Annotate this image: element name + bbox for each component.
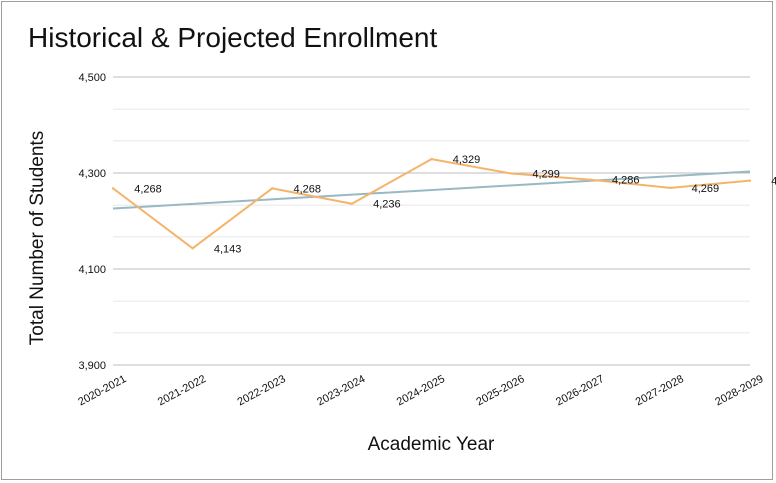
data-label: 4,236 — [373, 199, 401, 211]
data-point — [509, 172, 513, 175]
data-label: 4,299 — [532, 168, 560, 180]
x-tick-label: 2024-2025 — [395, 373, 447, 408]
y-axis-ticks: 3,900 4,100 4,300 4,500 — [78, 72, 106, 372]
data-point — [748, 179, 752, 182]
x-tick-label: 2026-2027 — [554, 373, 606, 408]
data-point — [669, 186, 672, 190]
data-point — [271, 187, 274, 190]
y-tick-label: 4,100 — [78, 264, 106, 276]
y-tick-label: 4,500 — [78, 72, 106, 84]
data-point — [111, 187, 115, 190]
x-tick-label: 2028-2029 — [713, 373, 765, 408]
series-layer — [111, 157, 752, 250]
data-label: 4,269 — [692, 183, 720, 195]
x-tick-label: 2025-2026 — [474, 373, 526, 408]
x-tick-label: 2027-2028 — [634, 373, 686, 408]
x-axis-label: Academic Year — [368, 434, 495, 455]
y-tick-label: 3,900 — [78, 360, 106, 372]
data-label: 4,329 — [453, 154, 481, 166]
trendline — [112, 170, 751, 210]
data-label: 4,284 — [771, 176, 776, 188]
trendline-layer — [112, 170, 751, 210]
data-point — [191, 247, 194, 250]
data-point — [589, 178, 592, 181]
y-axis-label: Total Number of Students — [27, 131, 48, 345]
y-tick-label: 4,300 — [78, 168, 106, 180]
data-label: 4,268 — [134, 183, 162, 195]
x-tick-label: 2021-2022 — [156, 373, 208, 408]
data-labels: 4,268 4,143 4,268 4,236 4,329 4,299 4,286 4,269… — [134, 154, 776, 255]
x-tick-label: 2020-2021 — [76, 373, 128, 408]
x-tick-label: 2023-2024 — [315, 373, 367, 408]
data-label: 4,268 — [293, 183, 321, 195]
data-point — [430, 157, 433, 161]
data-label: 4,143 — [214, 243, 242, 255]
data-point — [350, 202, 354, 205]
x-axis-ticks: 2020-2021 2021-2022 2022-2023 2023-2024 2024… — [76, 373, 765, 408]
data-label: 4,286 — [612, 175, 640, 187]
chart-title: Historical & Projected Enrollment — [28, 22, 438, 53]
gridlines — [113, 76, 750, 366]
x-tick-label: 2022-2023 — [236, 373, 288, 408]
